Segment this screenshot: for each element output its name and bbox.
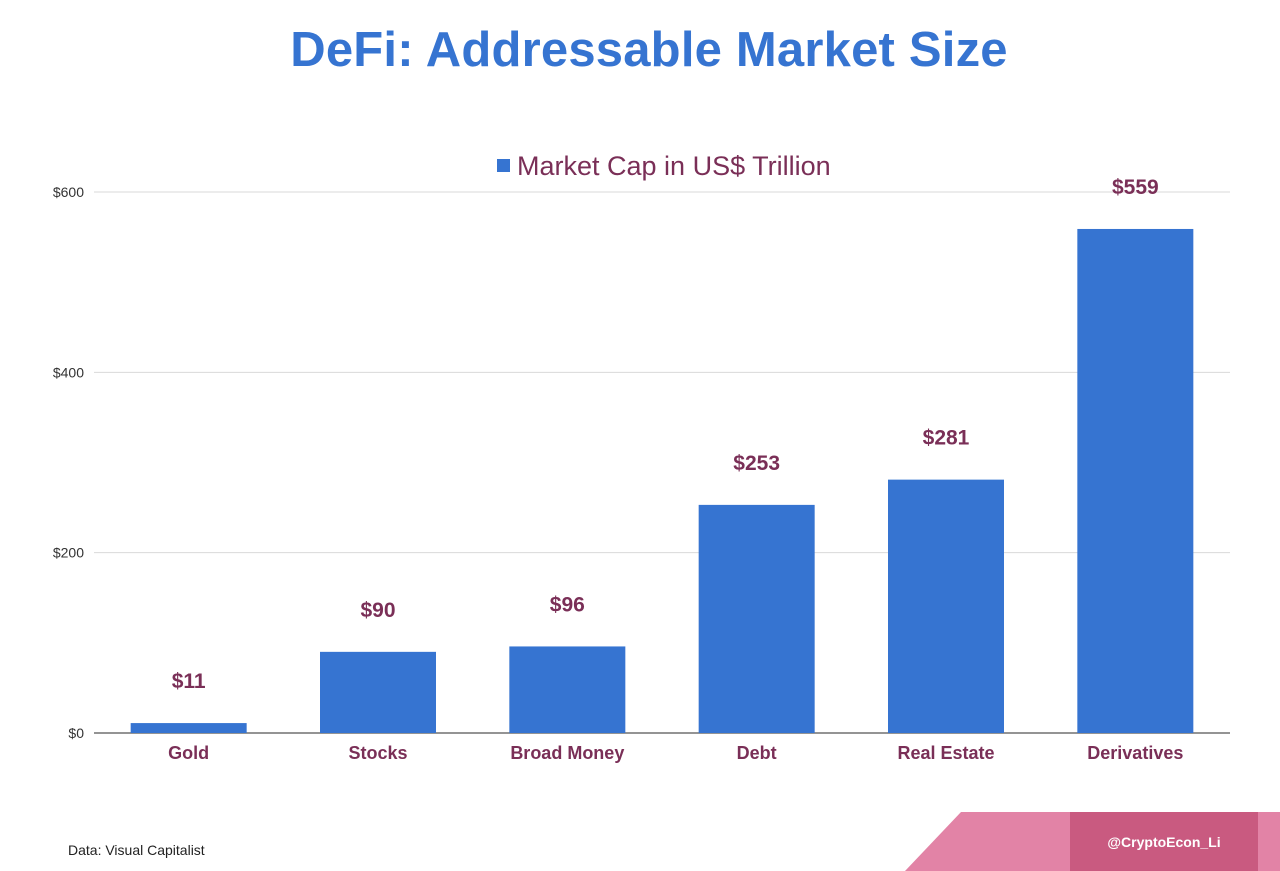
- data-label: $11: [172, 670, 206, 693]
- y-tick-label: $400: [53, 364, 84, 380]
- bar: [1077, 228, 1194, 734]
- legend-swatch: [497, 159, 510, 172]
- y-tick-label: $200: [53, 545, 84, 561]
- bar: [320, 651, 436, 733]
- y-tick-label: $0: [68, 725, 84, 741]
- bar-chart: $0 $200 $400 $600 $11 $90 $96 $253 $281 $559 Gol…: [53, 151, 1230, 763]
- x-axis-tick-labels: Gold Stocks Broad Money Debt Real Estate Deri…: [168, 743, 1183, 763]
- bar: [130, 723, 247, 733]
- source-note: Data: Visual Capitalist: [68, 842, 205, 858]
- data-label: $281: [923, 427, 970, 450]
- y-axis-tick-labels: $0 $200 $400 $600: [53, 184, 84, 741]
- bar: [509, 646, 626, 733]
- x-tick-label: Derivatives: [1087, 743, 1183, 763]
- data-label: $559: [1112, 176, 1159, 199]
- data-label: $90: [360, 599, 395, 622]
- data-label: $253: [733, 452, 780, 475]
- author-handle: @CryptoEcon_Li: [1107, 833, 1221, 850]
- gridlines: [94, 191, 1230, 734]
- x-tick-label: Stocks: [348, 743, 407, 763]
- legend: Market Cap in US$ Trillion: [497, 151, 831, 181]
- legend-label: Market Cap in US$ Trillion: [517, 151, 831, 181]
- data-label: $96: [550, 593, 585, 616]
- x-tick-label: Real Estate: [897, 743, 994, 763]
- x-tick-label: Gold: [168, 743, 209, 763]
- handle-badge: @CryptoEcon_Li: [1070, 812, 1258, 871]
- bar: [698, 504, 815, 733]
- bars: [130, 228, 1194, 734]
- data-labels: $11 $90 $96 $253 $281 $559: [172, 176, 1159, 693]
- y-tick-label: $600: [53, 184, 84, 200]
- page-title: DeFi: Addressable Market Size: [290, 23, 1008, 77]
- x-tick-label: Debt: [737, 743, 777, 763]
- x-tick-label: Broad Money: [510, 743, 624, 763]
- bar: [888, 479, 1004, 733]
